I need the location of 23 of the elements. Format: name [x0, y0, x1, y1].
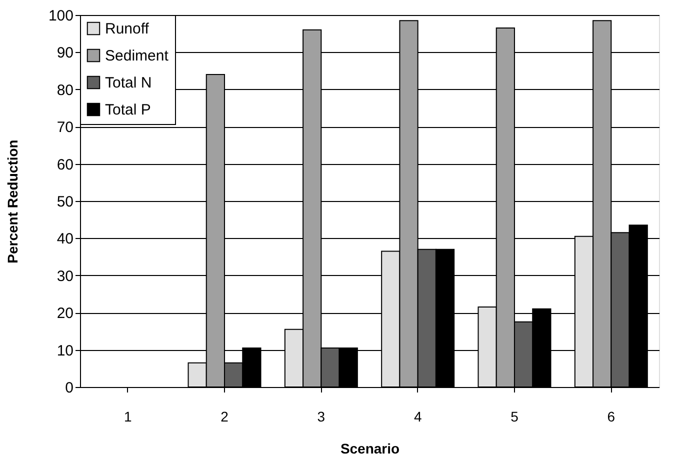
y-tick-label: 70 [56, 119, 74, 136]
y-tick-label: 50 [56, 194, 74, 210]
y-tick-label: 60 [56, 156, 74, 174]
x-tick-label: 2 [220, 408, 229, 424]
y-axis-title: Percent Reduction [4, 140, 20, 264]
legend-label: Sediment [105, 48, 170, 64]
y-tick-label: 20 [56, 305, 74, 322]
y-tick-label: 90 [56, 44, 74, 62]
legend-label: Total N [105, 74, 152, 92]
y-tick-label: 0 [65, 380, 74, 396]
x-tick-label: 4 [414, 408, 422, 424]
x-tick-label: 3 [317, 408, 326, 424]
x-tick-label: 5 [510, 408, 519, 424]
x-tick-label: 6 [607, 408, 616, 424]
y-tick-label: 10 [56, 342, 74, 360]
legend-label: Runoff [105, 20, 150, 38]
y-tick-label: 30 [56, 268, 74, 285]
x-axis-title: Scenario [340, 440, 400, 456]
x-tick-label: 1 [124, 408, 132, 424]
legend-label: Total P [105, 102, 151, 118]
y-tick-label: 100 [48, 8, 74, 24]
y-tick-label: 40 [56, 230, 74, 248]
y-tick-label: 80 [56, 82, 74, 99]
